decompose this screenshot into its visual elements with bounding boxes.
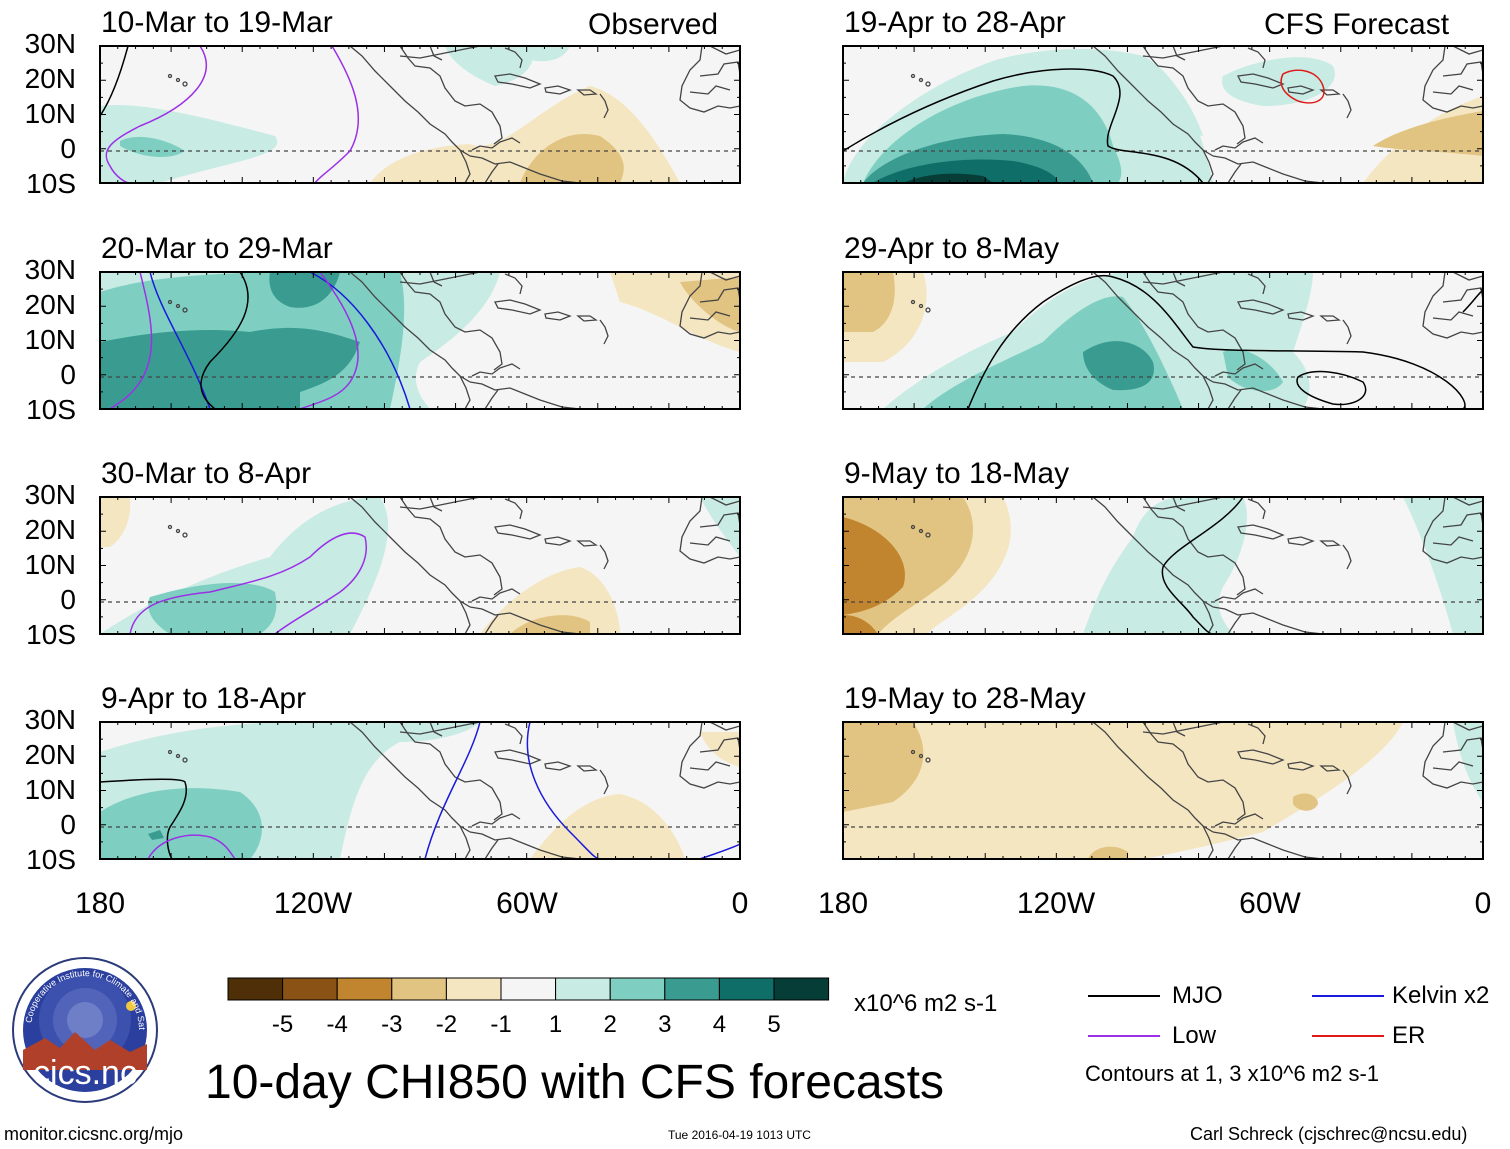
lat-tick-label: 10N xyxy=(24,324,76,355)
colorbar-label: 5 xyxy=(767,1011,780,1038)
colorbar-swatch xyxy=(391,977,447,1001)
legend-label-kelvin: Kelvin x2 xyxy=(1392,982,1490,1009)
lat-tick-label: 0 xyxy=(60,584,76,615)
contour-note: Contours at 1, 3 x10^6 m2 s-1 xyxy=(1085,1061,1380,1086)
map-panel xyxy=(842,45,1484,184)
map-panel xyxy=(99,45,741,184)
lat-tick-label: 30N xyxy=(24,254,76,285)
lat-tick-label: 0 xyxy=(60,133,76,164)
colorbar-swatch xyxy=(718,977,775,1001)
panel-title: 9-Apr to 18-Apr xyxy=(101,682,307,715)
colorbar-swatch xyxy=(445,977,502,1001)
lat-tick-label: 10N xyxy=(24,98,76,129)
legend-label-low: Low xyxy=(1172,1022,1217,1049)
colorbar-label: 4 xyxy=(713,1011,726,1038)
lon-tick-label: 180 xyxy=(817,887,869,920)
map-panel xyxy=(99,271,741,410)
panel-title: 9-May to 18-May xyxy=(844,457,1070,490)
colorbar-label: 2 xyxy=(604,1011,617,1038)
colorbar-label: -5 xyxy=(272,1011,293,1038)
map-panel xyxy=(842,721,1484,860)
figure-title: 10-day CHI850 with CFS forecasts xyxy=(205,1056,944,1109)
lat-tick-label: 10N xyxy=(24,549,76,580)
forecast-label: CFS Forecast xyxy=(1264,8,1450,41)
panel-title: 10-Mar to 19-Mar xyxy=(101,6,333,39)
panel-title: 30-Mar to 8-Apr xyxy=(101,457,312,490)
map-panel xyxy=(99,496,741,635)
author-credit: Carl Schreck (cjschrec@ncsu.edu) xyxy=(1190,1124,1468,1144)
lat-tick-label: 10S xyxy=(26,619,76,650)
timestamp: Tue 2016-04-19 1013 UTC xyxy=(668,1128,811,1142)
legend-label-mjo: MJO xyxy=(1172,982,1223,1009)
lon-tick-label: 0 xyxy=(731,887,749,920)
legend-swatches xyxy=(1088,995,1384,1037)
colorbar-label: -2 xyxy=(436,1011,457,1038)
colorbar: -5 -4 -3 -2 -1 1 2 3 4 5 xyxy=(227,977,830,1038)
lat-tick-label: 20N xyxy=(24,514,76,545)
lat-tick-label: 30N xyxy=(24,704,76,735)
colorbar-swatch xyxy=(664,977,720,1001)
colorbar-swatch xyxy=(336,977,393,1001)
lon-tick-label: 120W xyxy=(273,887,353,920)
colorbar-swatch xyxy=(500,977,557,1001)
map-panel xyxy=(842,496,1484,635)
lat-tick-label: 0 xyxy=(60,809,76,840)
lon-tick-label: 60W xyxy=(1239,887,1301,920)
panel-title: 19-Apr to 28-Apr xyxy=(844,6,1066,39)
map-panel xyxy=(842,271,1484,410)
legend-label-er: ER xyxy=(1392,1022,1426,1049)
lat-tick-label: 10S xyxy=(26,394,76,425)
lon-tick-label: 120W xyxy=(1016,887,1096,920)
panel-title: 19-May to 28-May xyxy=(844,682,1086,715)
observed-label: Observed xyxy=(588,8,719,41)
lat-tick-label: 20N xyxy=(24,739,76,770)
colorbar-label: -4 xyxy=(327,1011,348,1038)
lat-tick-label: 0 xyxy=(60,359,76,390)
colorbar-label: 3 xyxy=(658,1011,671,1038)
colorbar-label: 1 xyxy=(549,1011,562,1038)
colorbar-swatch xyxy=(773,977,830,1001)
lat-tick-label: 10N xyxy=(24,774,76,805)
lon-tick-label: 180 xyxy=(74,887,126,920)
colorbar-label: -1 xyxy=(490,1011,511,1038)
panel-title: 29-Apr to 8-May xyxy=(844,232,1060,265)
colorbar-swatch xyxy=(609,977,666,1001)
lat-tick-label: 20N xyxy=(24,289,76,320)
lon-tick-label: 60W xyxy=(496,887,558,920)
lat-tick-label: 30N xyxy=(24,479,76,510)
map-panel xyxy=(99,721,741,860)
lon-tick-label: 0 xyxy=(1474,887,1492,920)
lat-tick-label: 30N xyxy=(24,28,76,59)
lat-tick-label: 20N xyxy=(24,63,76,94)
panel-title: 20-Mar to 29-Mar xyxy=(101,232,333,265)
colorbar-units: x10^6 m2 s-1 xyxy=(854,990,998,1017)
colorbar-swatch xyxy=(227,977,284,1001)
colorbar-swatch xyxy=(282,977,338,1001)
lat-tick-label: 10S xyxy=(26,168,76,199)
colorbar-swatch xyxy=(555,977,611,1001)
source-url[interactable]: monitor.cicsnc.org/mjo xyxy=(4,1124,184,1144)
lat-tick-label: 10S xyxy=(26,844,76,875)
cics-logo: Cooperative Institute for Climate and Sa… xyxy=(12,957,158,1103)
logo-name: cics.nc xyxy=(33,1054,137,1092)
colorbar-label: -3 xyxy=(381,1011,402,1038)
